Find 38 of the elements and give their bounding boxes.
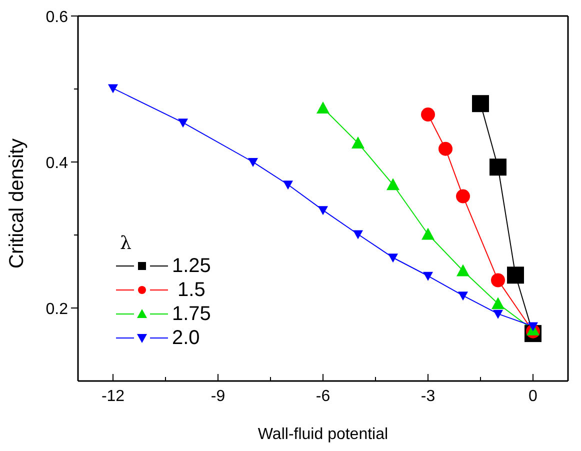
point	[283, 180, 293, 190]
point	[458, 292, 468, 301]
point	[423, 272, 433, 281]
point	[352, 136, 364, 149]
point	[456, 189, 470, 204]
x-tick-label: -9	[210, 388, 226, 405]
y-axis-title: Critical density	[6, 138, 28, 268]
point	[353, 230, 363, 240]
point	[316, 101, 330, 114]
point	[492, 297, 504, 310]
point	[386, 178, 400, 190]
x-tick-label: -12	[101, 388, 125, 405]
point	[490, 158, 506, 176]
point	[456, 264, 470, 276]
point	[178, 118, 188, 128]
legend-label: 1.25	[172, 254, 211, 278]
point	[493, 310, 503, 319]
y-tick-label: 0.2	[46, 301, 68, 318]
point	[472, 95, 489, 112]
point	[507, 266, 524, 284]
point	[318, 206, 328, 216]
x-axis-title: Wall-fluid potential	[258, 426, 388, 443]
y-tick-label: 0.4	[46, 155, 68, 172]
x-tick-label: -6	[316, 388, 330, 405]
point	[422, 228, 434, 240]
point	[421, 108, 435, 122]
point	[438, 142, 452, 156]
x-tick-label: 0	[528, 388, 538, 405]
point	[248, 158, 258, 167]
legend-title: λ	[120, 233, 132, 254]
point	[388, 254, 398, 263]
legend-label: 1.75	[172, 302, 211, 326]
legend-label: 1.5	[176, 278, 206, 302]
point	[108, 84, 118, 94]
x-tick-label: -3	[420, 388, 436, 405]
point	[491, 273, 505, 288]
y-tick-label: 0.6	[46, 9, 68, 26]
legend-label: 2.0	[172, 326, 200, 350]
